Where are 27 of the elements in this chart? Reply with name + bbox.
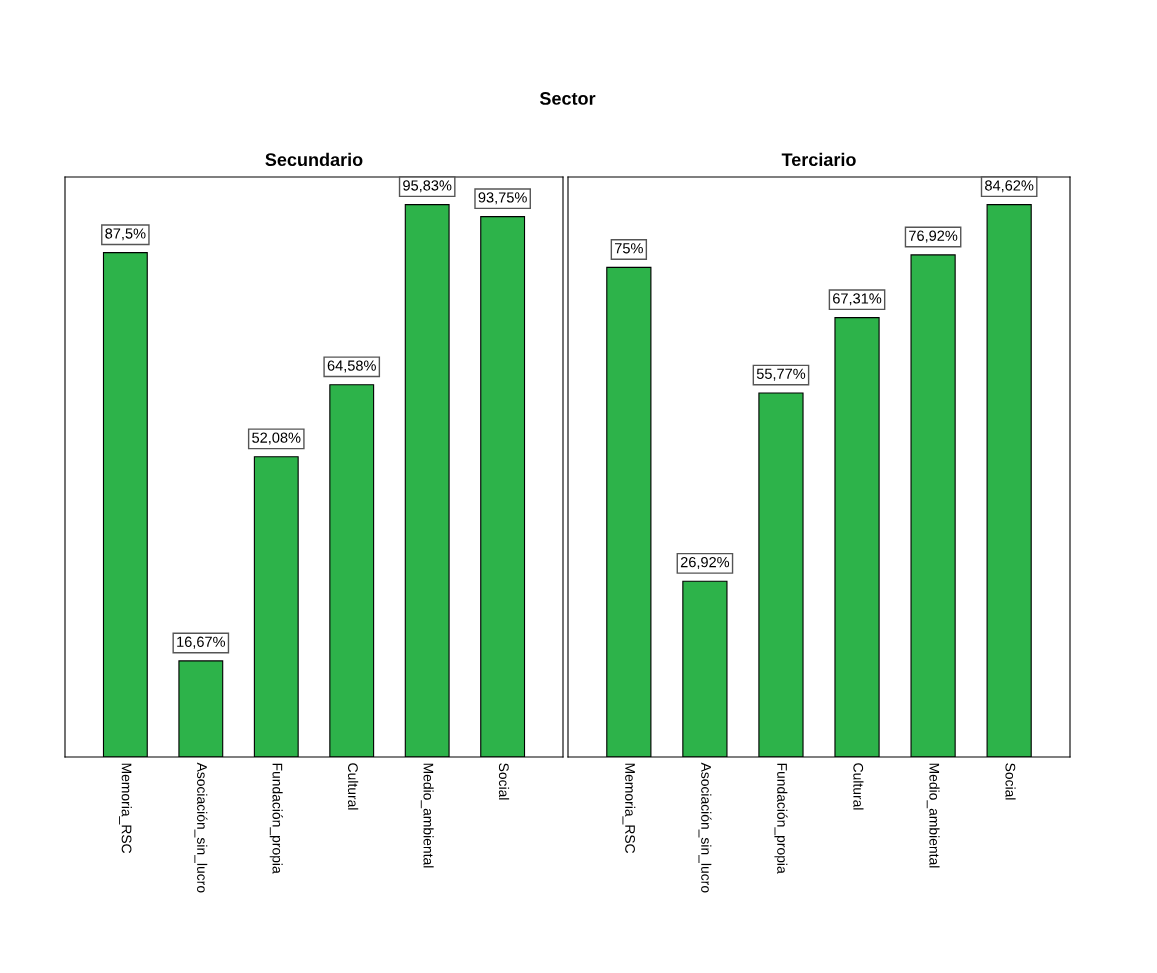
data-label: 55,77%: [756, 368, 806, 381]
x-tick-label: Asociación_sin_lucro: [698, 762, 712, 893]
x-tick-label: Asociación_sin_lucro: [194, 762, 208, 893]
chart-title: Secundario: [265, 152, 363, 167]
x-tick-label: Memoria_RSC: [119, 763, 132, 854]
data-label: 84,62%: [985, 180, 1034, 193]
data-label: 95,83%: [403, 180, 452, 193]
x-tick-label: Social: [498, 763, 510, 800]
x-tick-label: Cultural: [853, 763, 864, 810]
x-tick-label: Fundación_propia: [774, 763, 788, 874]
chart-title: Terciario: [781, 152, 856, 167]
data-label: 75%: [615, 243, 643, 254]
data-label: 64,58%: [327, 360, 376, 373]
x-tick-label: Cultural: [348, 763, 359, 810]
data-label: 26,92%: [680, 556, 730, 569]
data-label: 16,67%: [177, 636, 226, 649]
data-label: 52,08%: [252, 432, 301, 445]
text: Sector: [539, 92, 596, 105]
x-tick-label: Medio_ambiental: [926, 763, 940, 868]
x-tick-label: Fundación_propia: [269, 763, 283, 874]
x-tick-label: Medio_ambiental: [420, 763, 434, 868]
x-tick-label: Social: [1005, 763, 1016, 800]
data-label: 93,75%: [478, 192, 527, 205]
data-label: 87,5%: [105, 228, 146, 241]
x-tick-label: Memoria_RSC: [622, 763, 636, 854]
data-label: 67,31%: [833, 293, 882, 306]
data-label: 76,92%: [909, 230, 958, 243]
